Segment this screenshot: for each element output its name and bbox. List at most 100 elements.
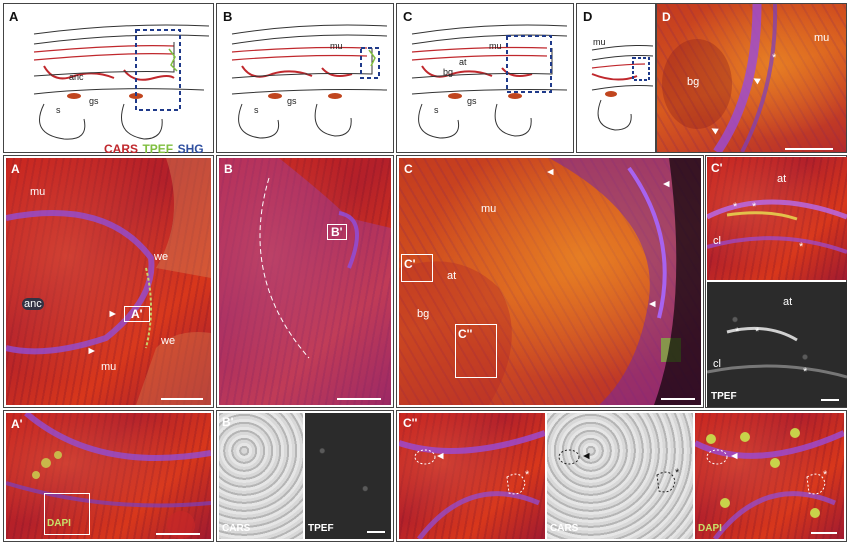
star-marker: * (752, 201, 757, 213)
panel-b-label: B (224, 162, 233, 176)
label-cl: cl (713, 358, 721, 370)
tpef-channel-label: TPEF (711, 391, 737, 402)
panel-c-prime-tpef-micrograph: at cl * * * TPEF (707, 282, 847, 407)
panel-c-frame: C mu C' at bg C'' ▲ ▲ ▲ (396, 155, 704, 408)
scale-bar (161, 398, 203, 400)
arrowhead-marker: ▲ (434, 450, 447, 462)
label-anc: anc (69, 72, 84, 82)
arrowhead-marker: ▲ (85, 345, 98, 357)
label-gs: gs (287, 96, 297, 106)
star-marker: * (799, 241, 804, 253)
inset-a-prime: A' (124, 306, 150, 322)
panel-d-micrograph: D bg mu * ▲ ▲ (657, 4, 846, 152)
arrowhead-marker: ▲ (544, 166, 557, 178)
panel-b-prime-label: B' (222, 415, 234, 429)
label-anc: anc (22, 298, 44, 310)
panel-c-prime-frame: C' at cl * * * at cl * * * TPEF (705, 155, 847, 408)
panel-d-image-label: D (662, 10, 671, 24)
panel-b-prime-tpef-micrograph: TPEF (305, 413, 391, 539)
label-s: s (434, 105, 439, 115)
panel-a-prime-micrograph: A' DAPI (6, 413, 211, 539)
tpef-channel-label: TPEF (308, 523, 334, 534)
panel-c-prime-micrograph: C' at cl * * * (707, 157, 847, 280)
label-at: at (783, 296, 793, 308)
panel-d-image-frame: D bg mu * ▲ ▲ (656, 3, 847, 153)
star-marker: * (733, 201, 738, 213)
inset-c-double-prime: C'' (455, 324, 498, 378)
label-we: we (154, 251, 169, 263)
panel-a-label: A (11, 162, 20, 176)
scale-bar (156, 533, 200, 535)
embryo-schematic-d (591, 45, 654, 131)
panel-b-prime-cars-micrograph: B' CARS (219, 413, 303, 539)
panel-b-frame: B B' (216, 155, 394, 408)
star-marker: * (735, 326, 740, 338)
scale-bar (337, 398, 381, 400)
label-s: s (254, 105, 259, 115)
legend-shg: SHG (177, 142, 204, 156)
panel-a-prime-label: A' (11, 417, 23, 431)
label-at: at (459, 57, 467, 67)
inset-c-prime: C' (401, 254, 433, 282)
panel-label-c: C (403, 9, 413, 24)
arrowhead-marker: ▲ (646, 298, 659, 310)
label-mu: mu (30, 186, 46, 198)
panel-c-double-prime-frame: C'' ▲ * ▲ * CARS ▲ * DAPI (396, 410, 847, 542)
inset-b-prime: B' (327, 224, 347, 240)
panel-a-frame: A mu we anc A' ▲ ▲ we mu (3, 155, 214, 408)
legend-cars: CARS (104, 142, 139, 156)
panel-b-schematic: B mu gs s (216, 3, 394, 153)
label-bg: bg (687, 76, 700, 88)
label-at: at (447, 270, 457, 282)
label-mu: mu (489, 41, 502, 51)
embryo-schematic-c (411, 24, 568, 139)
label-mu: mu (101, 361, 117, 373)
label-mu: mu (593, 37, 606, 47)
star-marker: * (525, 469, 530, 481)
panel-label-d: D (583, 9, 593, 24)
cars-channel-label: CARS (550, 523, 579, 534)
arrowhead-marker: ▲ (106, 308, 119, 320)
scale-bar (661, 398, 695, 400)
panel-c-double-prime-merge: C'' ▲ * (399, 413, 545, 539)
panel-c-prime-label: C' (711, 161, 723, 175)
panel-d-schematic: D mu (576, 3, 656, 153)
label-we: we (161, 335, 176, 347)
channel-legend: CARS TPEF SHG (104, 140, 204, 158)
panel-c-label: C (404, 162, 413, 176)
star-marker: * (755, 326, 760, 338)
panel-label-b: B (223, 9, 233, 24)
label-mu: mu (330, 41, 343, 51)
arrowhead-marker: ▲ (660, 178, 673, 190)
scale-bar (785, 148, 833, 150)
scale-bar (821, 399, 839, 401)
panel-b-prime-frame: B' CARS TPEF (216, 410, 394, 542)
star-marker: * (823, 469, 828, 481)
star-marker: * (803, 366, 808, 378)
dapi-label: DAPI (698, 523, 722, 534)
label-bg: bg (443, 67, 454, 77)
panel-b-micrograph: B B' (219, 158, 391, 405)
panel-c-double-prime-cars: ▲ * CARS (547, 413, 693, 539)
label-s: s (56, 105, 61, 115)
panel-c-double-prime-label: C'' (403, 416, 418, 430)
dapi-label: DAPI (47, 518, 71, 529)
scale-bar (811, 532, 837, 534)
dapi-inset-box: DAPI (44, 493, 90, 535)
star-marker: * (675, 467, 680, 479)
panel-c-schematic: C mu at bg gs s (396, 3, 574, 153)
label-mu: mu (814, 32, 830, 44)
label-gs: gs (89, 96, 99, 106)
panel-a-prime-frame: A' DAPI (3, 410, 214, 542)
scale-bar (367, 531, 385, 533)
cars-channel-label: CARS (222, 523, 251, 534)
panel-a-micrograph: A mu we anc A' ▲ ▲ we mu (6, 158, 211, 405)
label-at: at (777, 173, 787, 185)
legend-tpef: TPEF (142, 142, 174, 156)
label-bg: bg (417, 308, 430, 320)
embryo-schematic-a (33, 24, 210, 140)
panel-c-micrograph: C mu C' at bg C'' ▲ ▲ ▲ (399, 158, 701, 405)
label-cl: cl (713, 235, 721, 247)
label-mu: mu (481, 203, 497, 215)
star-marker: * (772, 52, 777, 64)
